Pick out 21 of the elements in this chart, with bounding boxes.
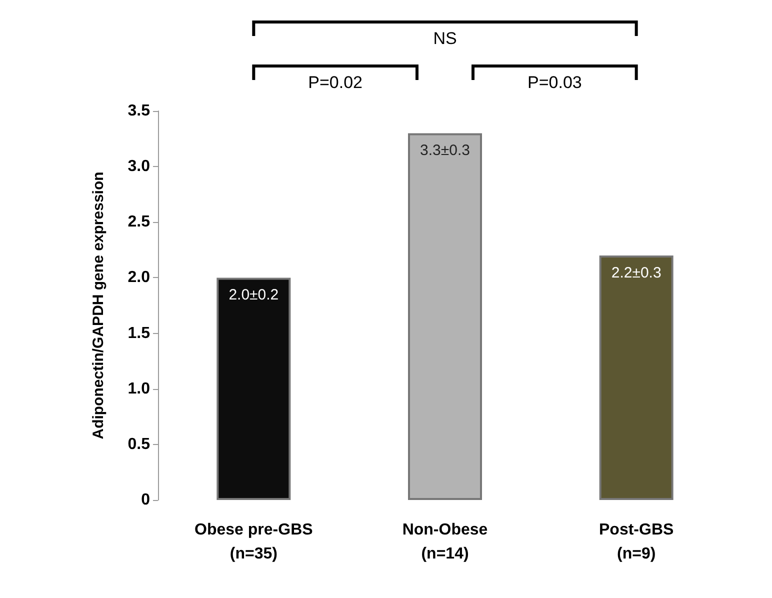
y-tick-label: 1.5 [128,324,150,342]
y-tick-label: 0.5 [128,436,150,453]
bar [408,133,482,500]
text: P=0.02 [308,73,363,92]
x-tick-label: Non-Obese (n=14) [402,522,488,562]
y-tick-label: 2.5 [128,214,150,231]
bar [216,278,291,500]
text: P=0.03 [527,73,582,92]
data-label: 2.2±0.3 [611,264,662,282]
y-axis-title: Adiponectin/GAPDH gene expression [90,172,107,440]
y-tick-label: 0 [141,492,150,508]
data-label: 3.3±0.3 [420,142,470,160]
y-tick-label: 2.0 [128,269,150,286]
bar [599,255,674,500]
y-tick-label: 3.0 [128,158,150,176]
y-tick-label: 3.5 [128,102,150,120]
x-tick-label: Post-GBS (n=9) [598,522,674,562]
text: NS [433,29,457,48]
data-label: 2.0±0.2 [228,286,279,304]
y-tick-label: 1.0 [128,380,150,398]
x-tick-label: Obese pre-GBS (n=35) [194,522,314,562]
